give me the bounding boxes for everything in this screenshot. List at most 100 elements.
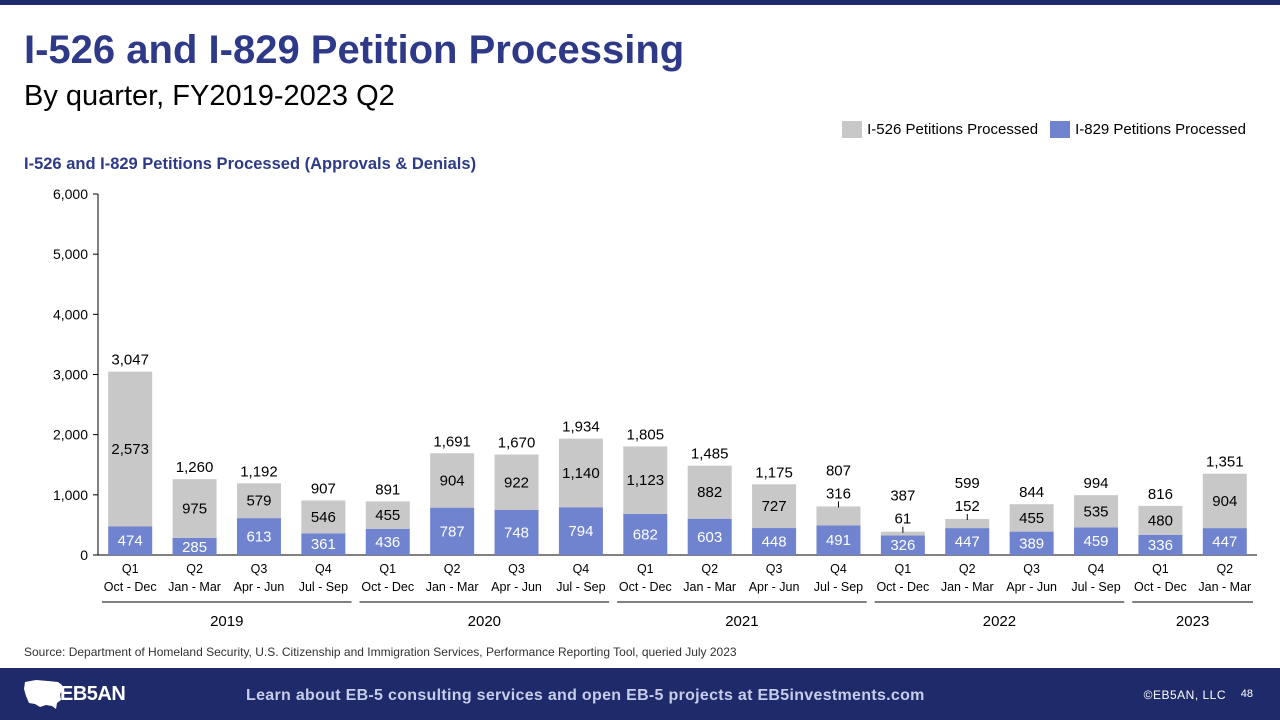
year-label: 2021	[725, 613, 758, 630]
x-tick-quarter: Q1	[637, 562, 654, 576]
bar-i526	[108, 371, 153, 527]
x-tick-quarter: Q2	[701, 562, 718, 576]
x-tick-months: Jul - Sep	[814, 580, 863, 594]
x-tick-months: Oct - Dec	[1134, 580, 1187, 594]
data-label-i829: 474	[118, 533, 143, 550]
x-tick-months: Apr - Jun	[491, 580, 542, 594]
data-label-total: 1,670	[498, 435, 536, 452]
page-title: I-526 and I-829 Petition Processing	[24, 28, 685, 72]
bar-i829	[365, 528, 410, 555]
data-label-i526: 61	[895, 511, 912, 528]
bar-i526	[880, 531, 925, 536]
data-label-i526: 480	[1148, 512, 1173, 529]
data-label-i829: 285	[182, 539, 207, 556]
source-note: Source: Department of Homeland Security,…	[24, 645, 737, 659]
bar-i526	[172, 479, 217, 538]
data-label-i829: 389	[1019, 535, 1044, 552]
data-label-i526: 1,123	[627, 472, 665, 489]
y-tick-label: 4,000	[53, 306, 88, 322]
data-label-total: 1,192	[240, 463, 278, 480]
logo-text: EB5AN	[60, 682, 126, 705]
x-tick-months: Oct - Dec	[104, 580, 157, 594]
bar-i829	[494, 509, 539, 555]
y-tick-label: 2,000	[53, 427, 88, 443]
x-tick-quarter: Q1	[1152, 562, 1169, 576]
data-label-i526: 975	[182, 501, 207, 518]
data-label-total: 907	[311, 480, 336, 497]
x-tick-quarter: Q4	[1088, 562, 1105, 576]
x-tick-quarter: Q3	[508, 562, 525, 576]
legend-item-i526: I-526 Petitions Processed	[842, 121, 1038, 138]
data-label-i829: 794	[568, 523, 593, 540]
bar-i829	[880, 535, 925, 555]
bar-i526	[494, 454, 539, 510]
x-tick-quarter: Q4	[573, 562, 590, 576]
bar-i829	[1074, 527, 1119, 555]
x-tick-months: Oct - Dec	[619, 580, 672, 594]
data-label-i829: 787	[440, 523, 465, 540]
chart-title: I-526 and I-829 Petitions Processed (App…	[24, 155, 477, 173]
bar-i829	[108, 526, 153, 555]
data-label-i829: 336	[1148, 537, 1173, 554]
x-tick-months: Apr - Jun	[749, 580, 800, 594]
data-label-i829: 491	[826, 532, 851, 549]
year-label: 2022	[983, 613, 1016, 630]
x-tick-quarter: Q2	[1216, 562, 1233, 576]
data-label-i526: 904	[1212, 493, 1237, 510]
data-label-i526: 535	[1084, 503, 1109, 520]
data-label-i829: 603	[697, 529, 722, 546]
bar-i526	[945, 518, 990, 529]
promo-link[interactable]: Learn about EB-5 consulting services and…	[246, 687, 925, 704]
data-label-i829: 447	[1212, 534, 1237, 551]
data-label-total: 1,175	[755, 464, 793, 481]
bar-i829	[1202, 528, 1247, 555]
bar-i526	[430, 453, 475, 508]
data-label-i829: 459	[1084, 533, 1109, 550]
x-tick-quarter: Q3	[251, 562, 268, 576]
data-label-total: 816	[1148, 486, 1173, 503]
legend-swatch-i526	[842, 121, 863, 138]
bar-i829	[1138, 534, 1183, 555]
data-label-i829: 361	[311, 536, 336, 553]
bar-i829	[752, 528, 797, 555]
x-tick-quarter: Q1	[122, 562, 139, 576]
bar-i829	[623, 513, 668, 555]
data-label-total: 1,485	[691, 446, 729, 463]
chart-legend: I-526 Petitions Processed I-829 Petition…	[830, 121, 1246, 138]
x-tick-quarter: Q4	[830, 562, 847, 576]
data-label-i526: 922	[504, 474, 529, 491]
data-label-i829: 326	[890, 537, 915, 554]
legend-swatch-i829	[1050, 121, 1071, 138]
data-label-total: 1,934	[562, 419, 600, 436]
x-tick-months: Jan - Mar	[168, 580, 221, 594]
bar-i526	[816, 506, 861, 526]
x-tick-months: Jul - Sep	[299, 580, 348, 594]
bar-i829	[430, 507, 475, 555]
data-label-i526: 455	[375, 507, 400, 524]
x-tick-months: Jan - Mar	[426, 580, 479, 594]
year-label: 2019	[210, 613, 243, 630]
x-tick-months: Apr - Jun	[234, 580, 285, 594]
y-tick-label: 5,000	[53, 246, 88, 262]
data-label-i829: 748	[504, 524, 529, 541]
x-tick-quarter: Q2	[959, 562, 976, 576]
year-label: 2023	[1176, 613, 1209, 630]
data-label-i526: 455	[1019, 510, 1044, 527]
data-label-total: 891	[375, 481, 400, 498]
bar-i829	[301, 533, 346, 555]
usa-map-icon	[24, 680, 63, 709]
y-tick-label: 1,000	[53, 487, 88, 503]
legend-label-i829: I-829 Petitions Processed	[1075, 121, 1246, 138]
x-tick-months: Jan - Mar	[683, 580, 736, 594]
stacked-bar-chart: 0 1,000 2,000 3,000 4,000 5,000 6,000 474 2,573 3…	[53, 186, 1257, 630]
footer-bar: EB5AN Learn about EB-5 consulting servic…	[0, 668, 1280, 720]
data-label-i829: 682	[633, 526, 658, 543]
data-label-i526: 1,140	[562, 465, 600, 482]
y-tick-label: 6,000	[53, 186, 88, 202]
x-tick-months: Apr - Jun	[1006, 580, 1057, 594]
data-label-total: 1,691	[433, 433, 471, 450]
x-tick-months: Jan - Mar	[941, 580, 994, 594]
legend-label-i526: I-526 Petitions Processed	[867, 121, 1039, 138]
bar-i526	[1009, 504, 1054, 532]
copyright-text: ©EB5AN, LLC	[1143, 688, 1226, 702]
